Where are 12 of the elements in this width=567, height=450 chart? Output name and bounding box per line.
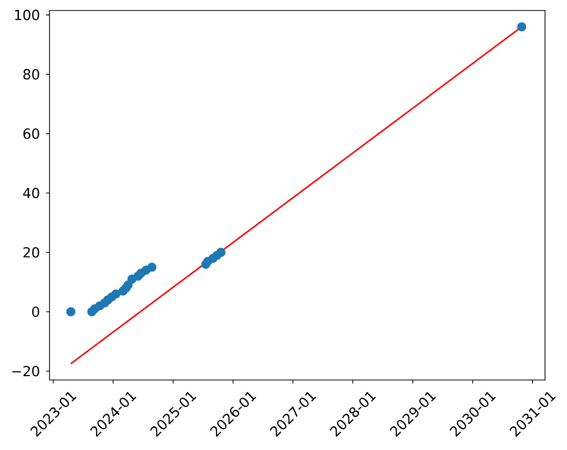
y-tick-label: 60 (23, 128, 40, 139)
y-tick-label: 40 (23, 188, 40, 198)
point (111, 289, 121, 299)
y-tick-label: 80 (23, 69, 40, 80)
point (66, 307, 76, 316)
y-tick-label: 100 (15, 10, 40, 20)
point (216, 248, 226, 257)
point (517, 22, 526, 32)
y-tick-label: 20 (23, 247, 40, 258)
y-tick-label: −20 (12, 366, 40, 376)
point (147, 262, 156, 272)
y-tick-label: 0 (32, 306, 40, 317)
